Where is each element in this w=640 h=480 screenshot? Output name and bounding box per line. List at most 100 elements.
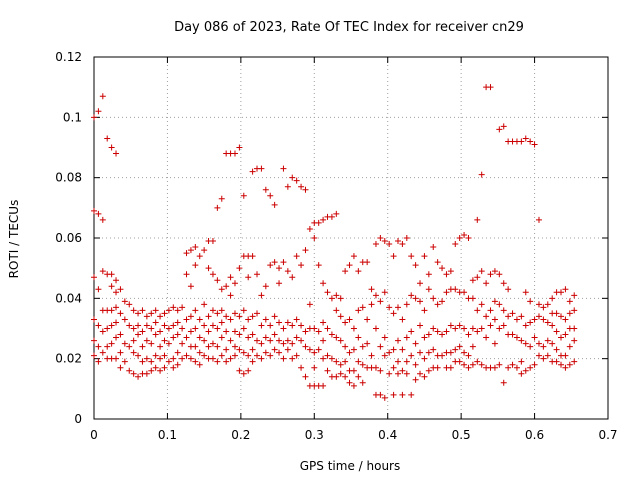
data-point xyxy=(491,316,498,323)
data-point xyxy=(91,207,97,214)
data-point xyxy=(320,216,327,223)
data-point xyxy=(500,307,507,314)
data-point xyxy=(205,343,212,350)
data-point xyxy=(315,328,322,335)
data-point xyxy=(104,135,111,142)
data-point xyxy=(355,334,362,341)
data-point xyxy=(284,337,291,344)
data-point xyxy=(192,244,199,251)
data-point xyxy=(236,265,243,272)
data-point xyxy=(381,289,388,296)
grid xyxy=(94,57,608,419)
data-point xyxy=(236,144,243,151)
data-point xyxy=(522,322,529,329)
data-point xyxy=(311,364,318,371)
data-point xyxy=(209,355,216,362)
data-point xyxy=(522,289,529,296)
data-point xyxy=(346,379,353,386)
y-tick-label: 0.06 xyxy=(55,231,82,245)
data-point xyxy=(117,364,124,371)
data-point xyxy=(496,301,503,308)
data-point xyxy=(434,301,441,308)
data-point xyxy=(544,352,551,359)
data-point xyxy=(443,271,450,278)
data-point xyxy=(447,268,454,275)
data-point xyxy=(571,307,578,314)
data-point xyxy=(355,268,362,275)
data-point xyxy=(126,301,133,308)
data-point xyxy=(267,352,274,359)
data-point xyxy=(544,301,551,308)
data-point xyxy=(262,186,269,193)
data-point xyxy=(562,286,569,293)
data-point xyxy=(121,358,128,365)
data-point xyxy=(558,334,565,341)
data-point xyxy=(245,334,252,341)
data-point xyxy=(165,340,172,347)
data-point xyxy=(491,364,498,371)
data-point xyxy=(240,370,247,377)
data-point xyxy=(187,313,194,320)
x-tick-label: 0.1 xyxy=(158,428,177,442)
data-point xyxy=(390,364,397,371)
data-point xyxy=(209,271,216,278)
data-point xyxy=(320,337,327,344)
data-point xyxy=(117,286,124,293)
data-point xyxy=(298,183,305,190)
data-point xyxy=(535,340,542,347)
data-point xyxy=(231,280,238,287)
data-point xyxy=(394,370,401,377)
data-point xyxy=(346,262,353,269)
data-point xyxy=(355,373,362,380)
data-point xyxy=(474,307,481,314)
data-point xyxy=(364,316,371,323)
data-point xyxy=(165,358,172,365)
data-point xyxy=(231,343,238,350)
data-point xyxy=(284,268,291,275)
data-point xyxy=(461,325,468,332)
data-point xyxy=(254,337,261,344)
data-points xyxy=(91,84,578,401)
x-tick-label: 0.5 xyxy=(452,428,471,442)
data-point xyxy=(328,213,335,220)
data-point xyxy=(152,331,159,338)
data-point xyxy=(271,259,278,266)
data-point xyxy=(262,349,269,356)
x-tick-label: 0.2 xyxy=(231,428,250,442)
data-point xyxy=(214,358,221,365)
data-point xyxy=(157,313,164,320)
data-point xyxy=(328,355,335,362)
data-point xyxy=(174,349,181,356)
data-point xyxy=(469,277,476,284)
data-point xyxy=(381,352,388,359)
data-point xyxy=(179,304,186,311)
data-point xyxy=(421,253,428,260)
data-point xyxy=(417,370,424,377)
data-point xyxy=(377,391,384,398)
data-point xyxy=(421,307,428,314)
data-point xyxy=(412,340,419,347)
data-point xyxy=(249,313,256,320)
data-point xyxy=(333,334,340,341)
data-point xyxy=(324,289,331,296)
data-point xyxy=(196,334,203,341)
data-point xyxy=(328,331,335,338)
data-point xyxy=(196,253,203,260)
data-point xyxy=(483,280,490,287)
data-point xyxy=(113,289,120,296)
data-point xyxy=(245,367,252,374)
data-point xyxy=(174,319,181,326)
data-point xyxy=(342,343,349,350)
data-point xyxy=(113,277,120,284)
data-point xyxy=(518,337,525,344)
data-point xyxy=(187,328,194,335)
data-point xyxy=(452,286,459,293)
data-point xyxy=(91,337,97,344)
data-point xyxy=(544,319,551,326)
data-point xyxy=(337,337,344,344)
data-point xyxy=(130,370,137,377)
data-point xyxy=(315,346,322,353)
data-point xyxy=(364,340,371,347)
data-point xyxy=(209,322,216,329)
